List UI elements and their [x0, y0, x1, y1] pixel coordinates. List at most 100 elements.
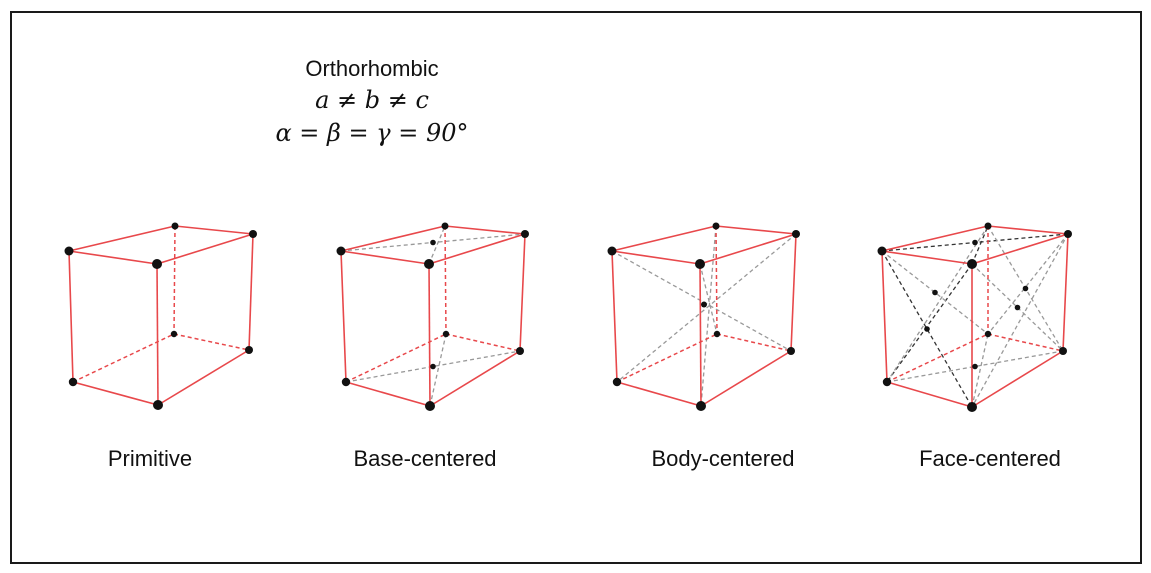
body-centered-edge [699, 263, 702, 407]
primitive-edge [156, 263, 159, 406]
primitive-edge [68, 250, 74, 383]
body-centered-edge [616, 381, 702, 407]
base-centered-corner-atom [442, 330, 450, 338]
face-centered-hidden-edge [886, 333, 989, 383]
primitive-corner-atom [152, 259, 162, 269]
body-centered-corner-atom [696, 401, 706, 411]
face-centered-center-atom [972, 239, 978, 246]
face-centered-corner-atom [1064, 230, 1072, 238]
face-centered-edge [1062, 233, 1069, 352]
base-centered-edge [444, 225, 526, 235]
body-centered-corner-atom [607, 246, 617, 256]
body-centered-corner-atom [695, 259, 705, 269]
face-centered-face-diagonal [886, 263, 973, 383]
label-face-centered: Face-centered [919, 446, 1061, 471]
primitive-edge [157, 349, 250, 406]
base-centered-center-atom [430, 363, 436, 370]
primitive-corner-atom [171, 222, 179, 230]
primitive-corner-atom [170, 330, 178, 338]
label-body-centered: Body-centered [651, 446, 795, 471]
body-centered-corner-atom [612, 377, 622, 387]
face-centered-corner-atom [984, 222, 992, 230]
primitive-corner-atom [245, 346, 253, 354]
base-centered-edge [345, 381, 431, 407]
primitive-corner-atom [153, 400, 163, 410]
base-centered-edge [428, 233, 526, 265]
body-centered-corner-atom [712, 222, 720, 230]
base-centered-hidden-edge [345, 333, 447, 383]
base-centered-corner-atom [341, 377, 351, 387]
face-centered-corner-atom [967, 402, 977, 412]
body-centered-edge [699, 233, 797, 265]
diagram-frame [10, 11, 1142, 564]
body-centered-hidden-edge [715, 225, 718, 335]
base-centered-corner-atom [425, 401, 435, 411]
body-centered-corner-atom [792, 230, 800, 238]
base-centered-corner-atom [516, 347, 524, 355]
base-centered-edge [428, 263, 431, 407]
face-centered-edge [881, 250, 888, 383]
primitive-edge [72, 381, 159, 406]
edge-condition: a ≠ b ≠ c [315, 86, 429, 114]
body-centered-body-diagonal [616, 233, 797, 383]
face-centered-face-diagonal [886, 225, 989, 383]
base-centered-edge [340, 250, 430, 265]
body-centered-hidden-edge [716, 333, 792, 352]
face-centered-face-diagonal [881, 250, 989, 335]
face-centered-edge [971, 233, 1069, 265]
base-centered-edge [429, 350, 521, 407]
body-centered-edge [611, 250, 701, 265]
face-centered-edge [881, 250, 973, 265]
label-primitive: Primitive [107, 446, 193, 471]
base-centered-top-diagonal [428, 225, 446, 265]
diagram-title: Orthorhombic [305, 56, 439, 81]
base-centered-bottom-diagonal [345, 350, 521, 383]
base-centered-edge [519, 233, 526, 352]
primitive-edge [156, 233, 254, 265]
primitive-edge [174, 225, 254, 235]
base-centered-center-atom [430, 239, 436, 246]
face-centered-center-atom [924, 326, 930, 332]
base-centered-bottom-diagonal [429, 333, 447, 407]
label-base-centered: Base-centered [353, 446, 497, 471]
primitive-corner-atom [64, 246, 74, 256]
body-centered-edge [611, 225, 717, 252]
face-centered-edge [881, 225, 989, 252]
angle-condition: α = β = γ = 90° [275, 119, 469, 147]
primitive-edge [248, 233, 254, 351]
base-centered-corner-atom [441, 222, 449, 230]
primitive-edge [68, 250, 158, 265]
base-centered-edge [340, 250, 347, 383]
body-centered-body-diagonal [699, 263, 718, 335]
face-centered-corner-atom [1059, 347, 1067, 355]
base-centered-hidden-edge [444, 225, 447, 335]
face-centered-hidden-edge [987, 333, 1064, 352]
body-centered-corner-atom [787, 347, 795, 355]
body-centered-edge [700, 350, 792, 407]
primitive-hidden-edge [173, 225, 176, 335]
face-centered-face-diagonal [971, 333, 989, 408]
primitive-edge [68, 225, 176, 252]
body-centered-hidden-edge [616, 333, 718, 383]
body-centered-body-diagonal [611, 250, 792, 352]
face-centered-center-atom [972, 363, 978, 370]
face-centered-corner-atom [984, 330, 992, 338]
primitive-hidden-edge [72, 333, 175, 383]
primitive-hidden-edge [173, 333, 250, 351]
primitive-corner-atom [249, 230, 257, 238]
body-centered-body-diagonal [700, 225, 717, 407]
face-centered-corner-atom [967, 259, 977, 269]
face-centered-face-diagonal [971, 233, 1069, 408]
body-centered-center-atom [701, 301, 707, 308]
body-centered-corner-atom [713, 330, 721, 338]
face-centered-center-atom [932, 289, 938, 296]
face-centered-face-diagonal [886, 350, 1064, 383]
base-centered-hidden-edge [445, 333, 521, 352]
face-centered-face-diagonal [987, 233, 1069, 335]
base-centered-corner-atom [424, 259, 434, 269]
face-centered-edge [886, 381, 973, 408]
face-centered-corner-atom [882, 377, 892, 387]
body-centered-edge [715, 225, 797, 235]
base-centered-corner-atom [336, 246, 346, 256]
